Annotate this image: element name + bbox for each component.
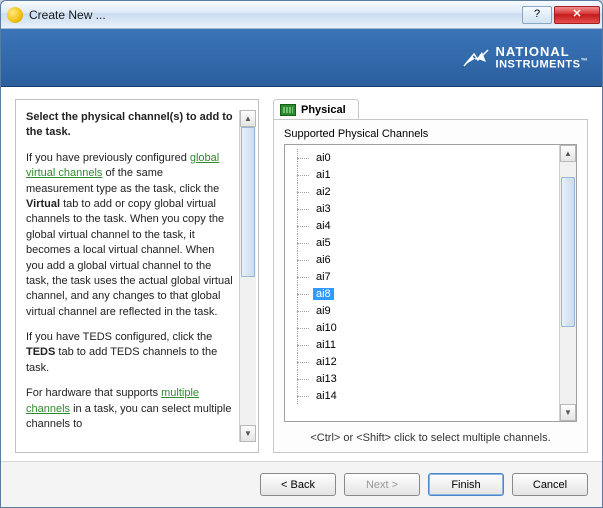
channel-item[interactable]: ai3	[285, 200, 559, 217]
channel-item[interactable]: ai2	[285, 183, 559, 200]
list-label: Supported Physical Channels	[284, 128, 577, 140]
list-scrollbar[interactable]: ▲ ▼	[559, 145, 576, 421]
cancel-button[interactable]: Cancel	[512, 473, 588, 496]
help-button[interactable]: ?	[522, 6, 552, 24]
window-title: Create New ...	[29, 8, 522, 22]
help-heading: Select the physical channel(s) to add to…	[26, 111, 233, 138]
channel-item[interactable]: ai10	[285, 319, 559, 336]
footer: < Back Next > Finish Cancel	[1, 461, 602, 507]
channel-item[interactable]: ai9	[285, 302, 559, 319]
channel-item[interactable]: ai0	[285, 149, 559, 166]
dialog-window: Create New ... ? ✕ NATIONAL INSTRUMENTS™…	[0, 0, 603, 508]
channel-item[interactable]: ai6	[285, 251, 559, 268]
channel-item[interactable]: ai5	[285, 234, 559, 251]
channel-item[interactable]: ai12	[285, 353, 559, 370]
app-icon	[7, 7, 23, 23]
brand-banner: NATIONAL INSTRUMENTS™	[1, 29, 602, 87]
titlebar[interactable]: Create New ... ? ✕	[1, 1, 602, 29]
brand-line2: INSTRUMENTS	[496, 58, 581, 70]
brand-line1: NATIONAL	[496, 44, 570, 59]
channel-panel: Physical Supported Physical Channels ai0…	[273, 99, 588, 453]
ni-eagle-icon	[462, 44, 490, 72]
back-button[interactable]: < Back	[260, 473, 336, 496]
brand-tm: ™	[581, 58, 589, 65]
tab-label: Physical	[301, 104, 346, 116]
finish-button[interactable]: Finish	[428, 473, 504, 496]
channel-item[interactable]: ai8	[285, 285, 559, 302]
selection-hint: <Ctrl> or <Shift> click to select multip…	[284, 422, 577, 444]
content-area: Select the physical channel(s) to add to…	[1, 87, 602, 461]
ni-logo: NATIONAL INSTRUMENTS™	[462, 44, 588, 72]
channel-listbox[interactable]: ai0ai1ai2ai3ai4ai5ai6ai7ai8ai9ai10ai11ai…	[284, 144, 577, 422]
physical-icon	[280, 104, 296, 116]
scroll-down-icon[interactable]: ▼	[560, 404, 576, 421]
next-button: Next >	[344, 473, 420, 496]
help-scrollbar[interactable]: ▲ ▼	[239, 110, 256, 442]
scroll-up-icon[interactable]: ▲	[240, 110, 256, 127]
channel-item[interactable]: ai4	[285, 217, 559, 234]
help-text: Select the physical channel(s) to add to…	[26, 110, 239, 442]
channel-item[interactable]: ai11	[285, 336, 559, 353]
channel-item[interactable]: ai1	[285, 166, 559, 183]
scroll-thumb[interactable]	[241, 127, 255, 277]
channel-item[interactable]: ai7	[285, 268, 559, 285]
channel-item[interactable]: ai14	[285, 387, 559, 404]
scroll-up-icon[interactable]: ▲	[560, 145, 576, 162]
help-panel: Select the physical channel(s) to add to…	[15, 99, 259, 453]
scroll-thumb[interactable]	[561, 177, 575, 327]
close-button[interactable]: ✕	[554, 6, 600, 24]
scroll-down-icon[interactable]: ▼	[240, 425, 256, 442]
channel-item[interactable]: ai13	[285, 370, 559, 387]
list-frame: Supported Physical Channels ai0ai1ai2ai3…	[273, 119, 588, 453]
tab-physical[interactable]: Physical	[273, 99, 359, 120]
